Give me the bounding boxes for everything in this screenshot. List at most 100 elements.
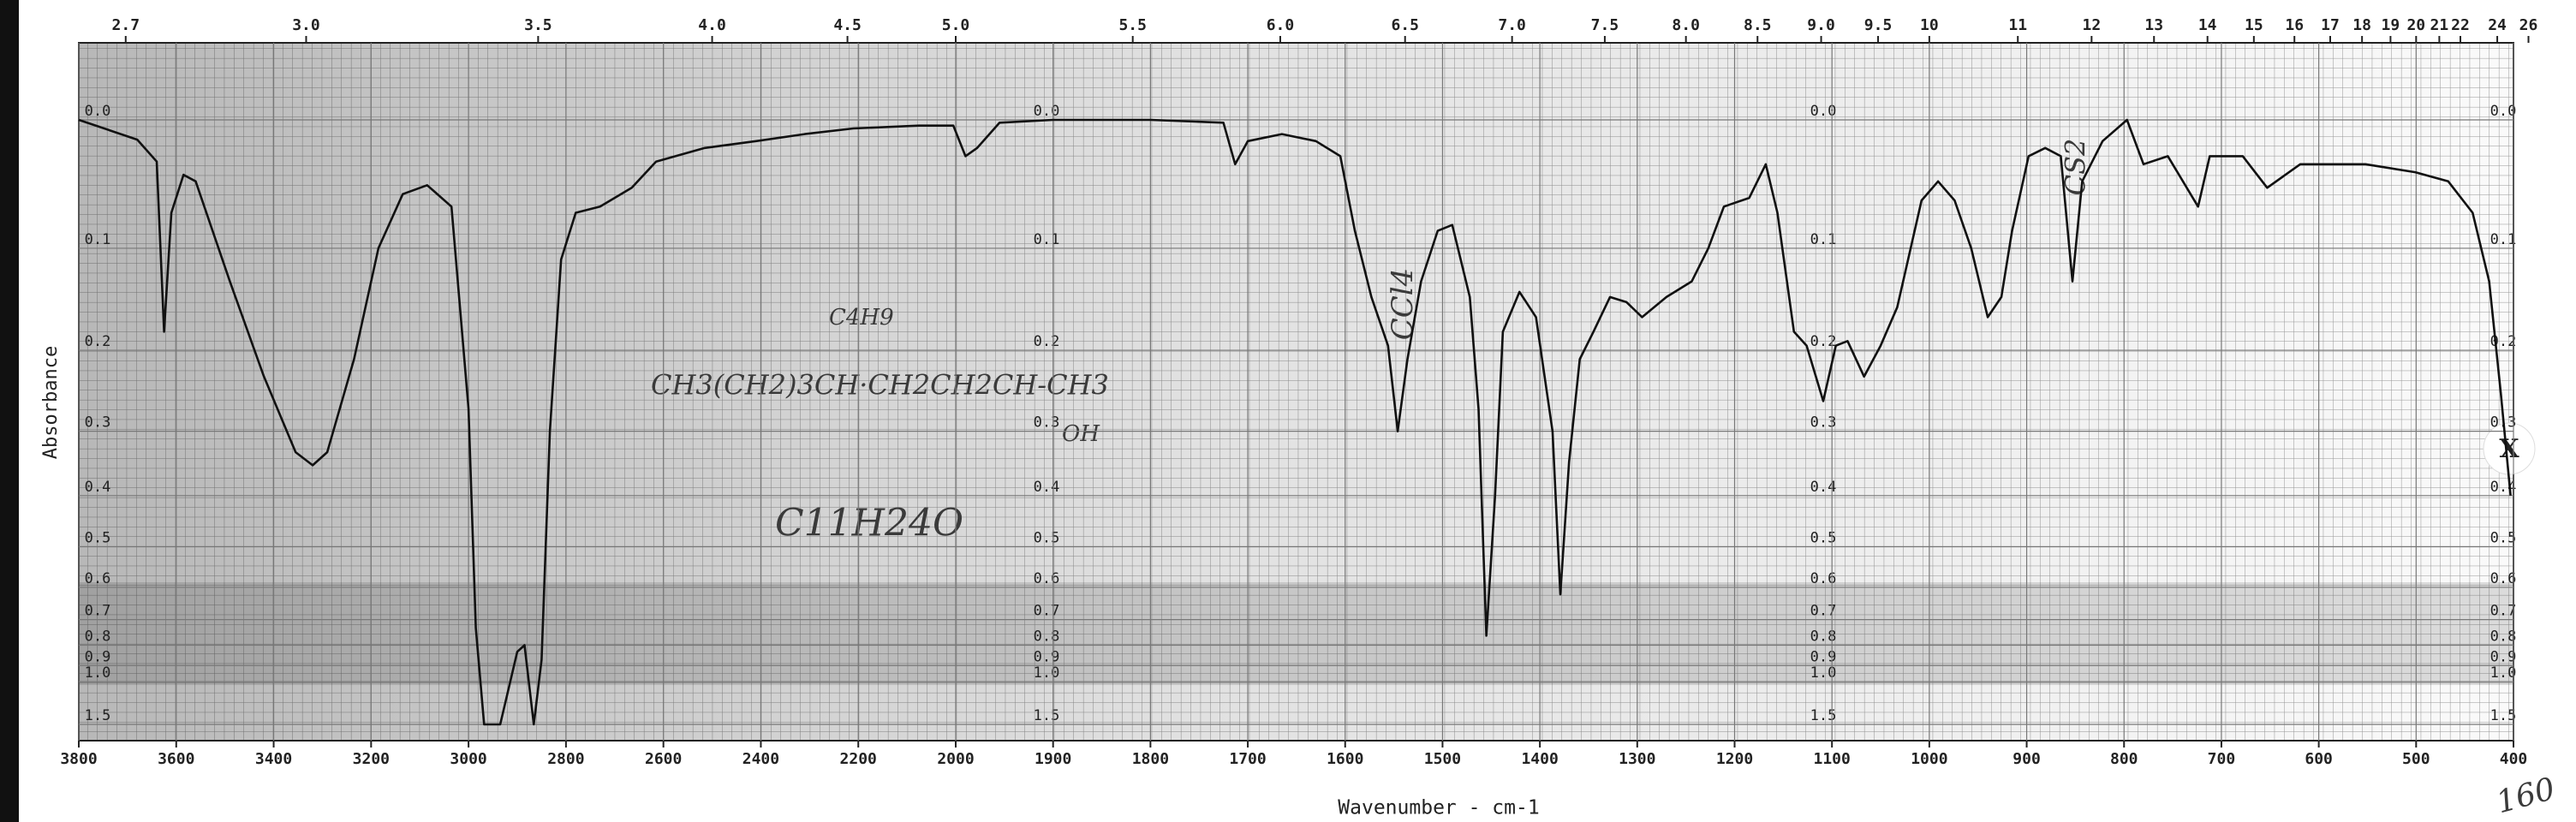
y-tick-label: 0.4 [1034, 479, 1060, 496]
x2-tick-label: 17 [2321, 16, 2340, 34]
x2-tick-label: 4.0 [698, 16, 726, 34]
y-tick-label: 0.9 [85, 648, 111, 665]
y-tick-label: 1.5 [2490, 707, 2517, 724]
x2-tick-label: 16 [2285, 16, 2304, 34]
x-tick-label: 3600 [158, 750, 194, 768]
y-tick-label: 0.8 [85, 628, 111, 646]
x-tick-label: 1300 [1619, 750, 1655, 768]
x2-tick-label: 12 [2083, 16, 2102, 34]
y-tick-label: 0.1 [85, 231, 111, 248]
y-tick-label: 0.0 [1810, 103, 1837, 120]
y-tick-label: 0.6 [85, 570, 111, 587]
x-tick-label: 1800 [1132, 750, 1169, 768]
x2-tick-label: 6.0 [1267, 16, 1295, 34]
x2-tick-label: 5.0 [942, 16, 970, 34]
x2-tick-label: 3.0 [292, 16, 320, 34]
y-tick-label: 0.6 [1034, 570, 1060, 587]
annotation: X [2499, 434, 2519, 464]
y-tick-label: 1.5 [1810, 707, 1837, 724]
x2-tick-label: 26 [2519, 16, 2538, 34]
paper-shade [79, 43, 2513, 741]
y-tick-label: 0.2 [1810, 333, 1837, 350]
x2-tick-label: 2.7 [112, 16, 140, 34]
y-tick-label: 0.0 [1034, 103, 1060, 120]
x2-tick-label: 21 [2430, 16, 2449, 34]
y-tick-label: 0.8 [1810, 628, 1837, 646]
x-tick-label: 2600 [645, 750, 682, 768]
x-tick-label: 3800 [60, 750, 97, 768]
y-tick-label: 1.0 [2490, 664, 2517, 682]
y-tick-label: 0.8 [2490, 628, 2517, 646]
y-tick-label: 0.1 [1034, 231, 1060, 248]
x2-tick-label: 6.5 [1391, 16, 1419, 34]
x-tick-label: 1600 [1327, 750, 1363, 768]
x-tick-label: 3000 [450, 750, 486, 768]
x-tick-label: 2400 [742, 750, 779, 768]
spectrum-line [78, 118, 2512, 726]
y-tick-label: 0.9 [2490, 648, 2517, 665]
y-tick-label: 0.6 [1810, 570, 1837, 587]
annotation: 160 [2493, 771, 2559, 820]
y-tick-label: 0.0 [2490, 103, 2517, 120]
x-tick-label: 1400 [1521, 750, 1558, 768]
y-tick-label: 0.6 [2490, 570, 2517, 587]
y-tick-label: 0.0 [85, 103, 111, 120]
y-tick-label: 0.7 [1810, 603, 1837, 620]
y-tick-label: 1.5 [85, 707, 111, 724]
x-tick-label: 3200 [353, 750, 390, 768]
x2-tick-label: 5.5 [1118, 16, 1147, 34]
x2-tick-label: 13 [2144, 16, 2163, 34]
x2-tick-label: 19 [2382, 16, 2400, 34]
x2-tick-label: 9.5 [1864, 16, 1893, 34]
y-tick-label: 0.4 [1810, 479, 1837, 496]
y-tick-label: 0.4 [85, 479, 111, 496]
x-axis-label: Wavenumber - cm-1 [1338, 797, 1539, 819]
y-tick-label: 0.3 [85, 414, 111, 432]
y-tick-label: 0.1 [2490, 231, 2517, 248]
annotation: CCl4 [1386, 268, 1420, 341]
y-tick-label: 0.9 [1034, 648, 1060, 665]
x2-tick-label: 9.0 [1807, 16, 1835, 34]
x2-tick-label: 14 [2198, 16, 2217, 34]
y-tick-label: 1.0 [85, 664, 111, 682]
x2-tick-label: 7.5 [1591, 16, 1619, 34]
x2-tick-label: 7.0 [1498, 16, 1526, 34]
y-tick-label: 1.0 [1034, 664, 1060, 682]
y-tick-label: 1.0 [1810, 664, 1837, 682]
paper-band [79, 582, 2513, 685]
y-tick-label: 0.2 [1034, 333, 1060, 350]
scan-edge [0, 0, 19, 822]
x-tick-label: 2800 [547, 750, 584, 768]
x-tick-label: 2200 [840, 750, 877, 768]
y-tick-label: 0.4 [2490, 479, 2517, 496]
y-tick-label: 0.8 [1034, 628, 1060, 646]
y-axis-label: Absorbance [40, 346, 62, 459]
x2-tick-label: 8.0 [1672, 16, 1700, 34]
y-tick-label: 0.1 [1810, 231, 1837, 248]
annotation: CH3(CH2)3CH·CH2CH2CH-CH3 [651, 369, 1109, 402]
y-tick-label: 1.5 [1034, 707, 1060, 724]
x2-tick-label: 15 [2245, 16, 2263, 34]
x-tick-label: 1000 [1911, 750, 1947, 768]
y-tick-label: 0.7 [2490, 603, 2517, 620]
y-tick-label: 0.7 [1034, 603, 1060, 620]
x2-tick-label: 3.5 [524, 16, 552, 34]
x-tick-label: 1700 [1229, 750, 1266, 768]
x-tick-label: 3400 [255, 750, 292, 768]
y-tick-label: 0.5 [2490, 530, 2517, 547]
x-tick-label: 1900 [1035, 750, 1071, 768]
x-tick-label: 600 [2305, 750, 2333, 768]
x-tick-label: 400 [2500, 750, 2528, 768]
y-tick-label: 0.3 [1034, 414, 1060, 432]
x2-tick-label: 24 [2488, 16, 2507, 34]
annotation: OH [1062, 421, 1100, 447]
x2-tick-label: 18 [2352, 16, 2371, 34]
x-tick-label: 1100 [1814, 750, 1851, 768]
x-tick-label: 1500 [1424, 750, 1461, 768]
y-tick-label: 0.5 [1034, 530, 1060, 547]
x-tick-label: 500 [2402, 750, 2430, 768]
x-tick-label: 800 [2110, 750, 2138, 768]
annotation: C4H9 [829, 305, 894, 331]
